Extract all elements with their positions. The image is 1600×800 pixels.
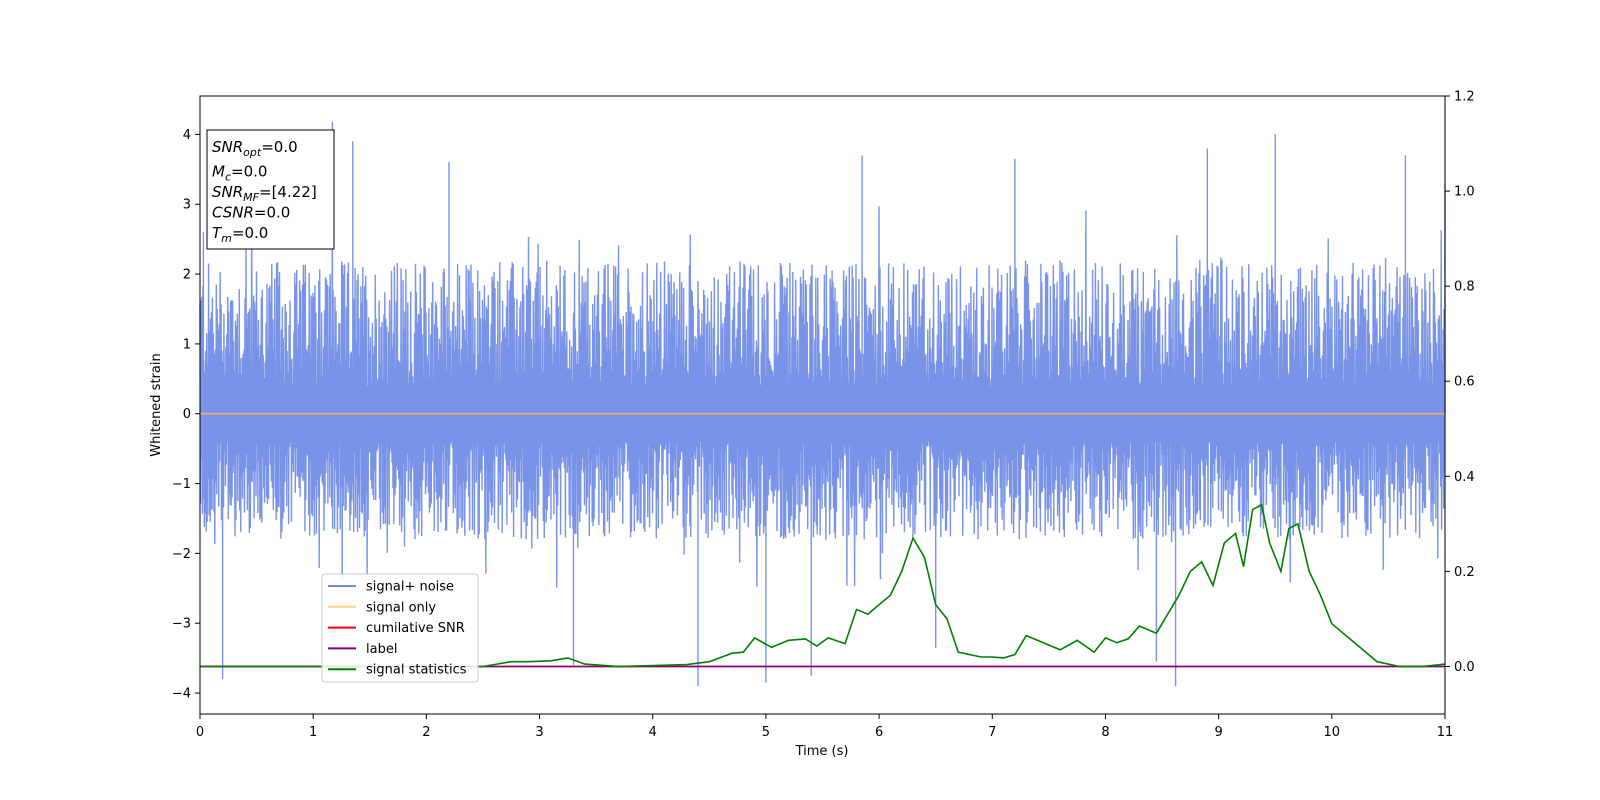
y-axis-label: Whitened strain [149,353,164,456]
y-tick-label: −2 [172,547,191,562]
y2-tick-label: 0.0 [1454,660,1475,675]
signal-plus-noise-series [199,121,1446,687]
y2-tick-label: 0.6 [1454,375,1475,390]
info-line: CSNR=0.0 [212,204,290,222]
info-value: =0.0 [232,224,268,242]
info-sub: m [221,232,232,245]
x-axis-ticks: 0 1 2 3 4 5 6 7 8 9 10 11 [196,714,1453,740]
info-line: Mc=0.0 [212,163,267,184]
y-axis-ticks: 4 3 2 1 0 −1 −2 −3 −4 [172,128,200,702]
x-axis-label: Time (s) [795,744,849,759]
y-tick-label: 0 [183,407,191,422]
legend-frame [321,573,479,683]
y-tick-label: 3 [183,198,191,213]
y-tick-label: −4 [172,687,191,702]
x-tick-label: 3 [535,725,543,740]
right-y-axis-ticks: 1.2 1.0 0.8 0.6 0.4 0.2 0.0 [1445,90,1475,675]
x-tick-label: 8 [1101,725,1109,740]
info-base: SNR [212,183,243,201]
legend-label: cumilative SNR [366,621,465,636]
info-value: =0.0 [254,204,290,222]
info-value: =0.0 [261,138,297,156]
info-line: SNRMF=[4.22] [212,183,317,204]
y2-tick-label: 0.8 [1454,280,1475,295]
legend-label: signal+ noise [366,580,454,595]
y-tick-label: 1 [183,337,191,352]
y-tick-label: 4 [183,128,191,143]
y2-tick-label: 1.0 [1454,185,1475,200]
x-tick-label: 11 [1437,725,1454,740]
x-tick-label: 0 [196,725,204,740]
x-tick-label: 10 [1324,725,1341,740]
info-base: M [212,163,225,181]
signal-plus-noise-line [199,121,1446,687]
x-tick-label: 1 [309,725,317,740]
x-tick-label: 4 [649,725,657,740]
info-sub: MF [243,191,259,204]
x-tick-label: 5 [762,725,770,740]
info-base: T [212,224,223,242]
info-line: Tm=0.0 [212,224,268,245]
y-tick-label: −3 [172,617,191,632]
x-tick-label: 9 [1214,725,1222,740]
y2-tick-label: 0.2 [1454,565,1475,580]
info-value: =[4.22] [259,183,317,201]
info-line: SNRopt=0.0 [212,138,298,159]
x-tick-label: 6 [875,725,883,740]
info-sub: c [225,171,231,184]
y2-tick-label: 1.2 [1454,90,1475,105]
y2-tick-label: 0.4 [1454,470,1475,485]
parameter-info-box: SNRopt=0.0Mc=0.0SNRMF=[4.22]CSNR=0.0Tm=0… [206,129,335,250]
info-base: SNR [212,138,243,156]
info-value: =0.0 [231,163,267,181]
info-sub: opt [243,146,262,159]
legend: signal+ noise signal only cumilative SNR la… [321,573,479,683]
legend-label: signal statistics [366,663,467,678]
info-base: CSNR [212,204,254,222]
signal-statistics-line [200,503,1446,668]
legend-label: label [366,642,397,657]
y-tick-label: 2 [183,268,191,283]
y-tick-label: −1 [172,477,191,492]
x-tick-label: 7 [988,725,996,740]
legend-label: signal only [366,600,436,615]
plot-area-frame [199,95,1446,715]
info-box-frame [206,129,335,250]
x-tick-label: 2 [422,725,430,740]
